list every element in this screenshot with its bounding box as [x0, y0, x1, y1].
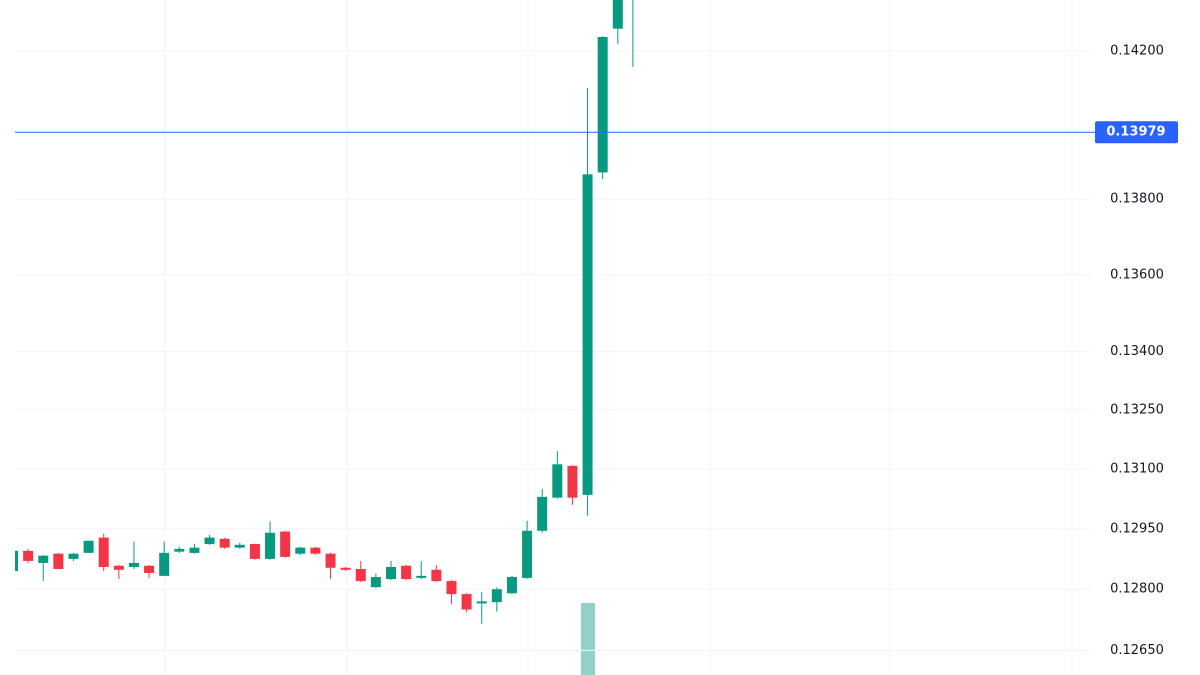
candle-body [370, 577, 381, 588]
candle-body [295, 547, 306, 554]
candle-body [234, 544, 245, 548]
candle-body [144, 565, 155, 574]
y-tick-label: 0.12800 [1110, 582, 1164, 597]
candle-body [23, 550, 34, 561]
candle-body [552, 464, 563, 498]
candle-body [582, 174, 593, 495]
candle-body [612, 0, 623, 29]
candle-body [386, 566, 396, 580]
candle-body [522, 530, 533, 578]
candle-body [38, 555, 49, 563]
candle-body [416, 575, 427, 578]
candle-body [174, 548, 185, 552]
grid [15, 50, 1090, 651]
candle-body [476, 601, 487, 604]
y-tick-label: 0.13250 [1110, 403, 1164, 418]
candle-body [446, 581, 457, 595]
candle-body [401, 565, 412, 580]
candle-body [340, 567, 351, 570]
candle-body [567, 465, 578, 498]
candle-body [15, 550, 18, 572]
price-axis: 0.12650 0.12800 0.12950 0.13100 0.13250 0.134… [1110, 43, 1164, 657]
candle-body [506, 577, 517, 594]
candle-body [461, 594, 472, 610]
y-tick-label: 0.13600 [1110, 267, 1164, 282]
y-tick-label: 0.12950 [1110, 521, 1164, 536]
y-tick-label: 0.13800 [1110, 192, 1164, 207]
candle-body [83, 540, 94, 553]
candles [15, 0, 634, 624]
y-tick-label: 0.13100 [1110, 462, 1164, 477]
candle-body [310, 547, 321, 554]
candle-body [68, 553, 79, 559]
candle-body [113, 565, 124, 570]
candle-body [280, 531, 291, 557]
candle-body [204, 537, 215, 545]
candle-body [325, 553, 336, 568]
candle-body [159, 552, 170, 576]
candle-body [491, 589, 502, 603]
price-label-bg [1095, 121, 1178, 144]
y-tick-label: 0.12650 [1110, 643, 1164, 658]
price-label: 0.13979 [1106, 125, 1165, 140]
candle-body [53, 553, 64, 569]
candle-body [98, 537, 109, 567]
candle-body [189, 547, 200, 553]
candle-body [249, 544, 260, 559]
time-grid [164, 0, 1073, 675]
y-tick-label: 0.14200 [1110, 43, 1164, 58]
candle-body [597, 37, 608, 173]
volume-bar [581, 603, 595, 675]
candle-body [265, 532, 276, 559]
candle-body [219, 538, 230, 548]
candle-body [537, 496, 548, 531]
y-tick-label: 0.13400 [1110, 344, 1164, 359]
candle-body [431, 569, 442, 582]
candle-body [128, 562, 139, 567]
candle-body [355, 568, 366, 582]
